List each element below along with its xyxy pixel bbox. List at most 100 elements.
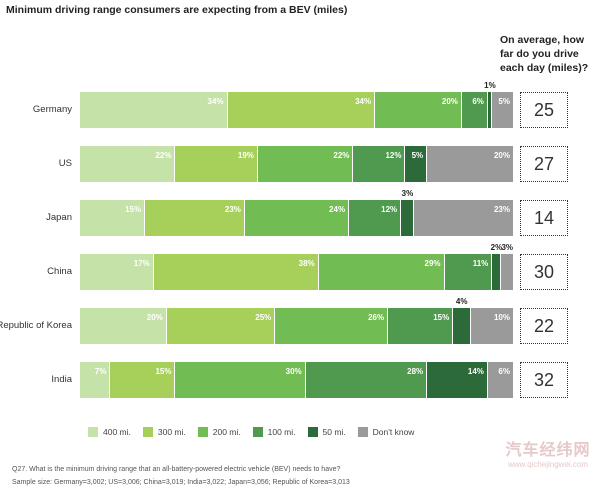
- data-label: 2%: [490, 243, 503, 252]
- watermark-name: 汽车经纬网: [505, 442, 591, 459]
- bar-segment: 30%: [175, 362, 306, 398]
- bar-segment: [500, 254, 514, 290]
- data-label: 15%: [155, 367, 172, 376]
- legend-swatch: [142, 427, 153, 437]
- data-label: 11%: [472, 259, 489, 268]
- data-label: 12%: [385, 151, 402, 160]
- bar-segment: 38%: [153, 254, 319, 290]
- daily-drive-value: 30: [520, 254, 568, 290]
- legend-label: 200 mi.: [212, 427, 241, 437]
- bar-row: 34% 34% 20% 6% 5%: [80, 92, 514, 128]
- bar-segment: [401, 200, 415, 236]
- data-label: 23%: [224, 205, 241, 214]
- bar-segment: 24%: [244, 200, 350, 236]
- bar-row: 7% 15% 30% 28% 14% 6%: [80, 362, 514, 398]
- bar-segment: 14%: [427, 362, 488, 398]
- data-label: 26%: [368, 313, 385, 322]
- legend-label: 100 mi.: [267, 427, 296, 437]
- bar-segment: 12%: [349, 200, 402, 236]
- category-label: Republic of Korea: [0, 320, 72, 331]
- category-label: China: [47, 266, 72, 277]
- bar-segment: 12%: [353, 146, 406, 182]
- legend-item: 200 mi.: [197, 427, 241, 437]
- legend-label: 50 mi.: [322, 427, 346, 437]
- legend-item: Don't know: [357, 427, 415, 437]
- bar-segment: 10%: [470, 308, 514, 344]
- data-label: 20%: [441, 97, 458, 106]
- bar-segment: [487, 92, 493, 128]
- legend-swatch: [357, 427, 368, 437]
- data-label: 15%: [433, 313, 450, 322]
- bar-segment: 15%: [388, 308, 454, 344]
- bar-segment: 20%: [427, 146, 514, 182]
- bar-row: 15% 23% 24% 12% 23%: [80, 200, 514, 236]
- data-label: 3%: [501, 243, 514, 252]
- bar-segment: 17%: [80, 254, 154, 290]
- daily-drive-value: 14: [520, 200, 568, 236]
- chart-legend: 400 mi. 300 mi. 200 mi. 100 mi. 50 mi. Don't …: [88, 427, 414, 437]
- data-label: 12%: [381, 205, 398, 214]
- bar-segment: 23%: [414, 200, 514, 236]
- category-label: US: [58, 158, 72, 169]
- data-label: 1%: [484, 81, 496, 90]
- footnote-sample-size: Sample size: Germany=3,002; US=3,006; Ch…: [12, 479, 350, 486]
- data-label: 15%: [125, 205, 142, 214]
- data-label: 29%: [424, 259, 441, 268]
- bar-segment: 28%: [305, 362, 428, 398]
- legend-item: 300 mi.: [142, 427, 186, 437]
- legend-item: 400 mi.: [88, 427, 131, 437]
- category-label: Germany: [32, 104, 72, 115]
- bar-segment: 6%: [487, 362, 514, 398]
- bar-segment: 6%: [461, 92, 488, 128]
- data-label: 5%: [498, 97, 510, 106]
- data-label: 22%: [155, 151, 172, 160]
- data-label: 17%: [133, 259, 150, 268]
- legend-label: 400 mi.: [103, 427, 131, 437]
- data-label: 5%: [411, 151, 424, 160]
- legend-item: 50 mi.: [307, 427, 346, 437]
- bar-segment: 5%: [405, 146, 428, 182]
- daily-drive-value: 32: [520, 362, 568, 398]
- data-label: 34%: [355, 97, 372, 106]
- daily-drive-value: 22: [520, 308, 568, 344]
- bar-segment: 23%: [145, 200, 245, 236]
- data-label: 6%: [498, 367, 510, 376]
- bar-segment: 20%: [375, 92, 462, 128]
- data-label: 7%: [94, 367, 107, 376]
- daily-drive-value: 25: [520, 92, 568, 128]
- bar-segment: 22%: [257, 146, 354, 182]
- bar-row: 22% 19% 22% 12% 5% 20%: [80, 146, 514, 182]
- data-label: 34%: [207, 97, 224, 106]
- footnote-question: Q27. What is the minimum driving range t…: [12, 466, 341, 473]
- bar-segment: 15%: [110, 362, 176, 398]
- bar-segment: 11%: [444, 254, 493, 290]
- legend-swatch: [307, 427, 318, 437]
- chart-title: Minimum driving range consumers are expe…: [6, 4, 348, 16]
- bar-segment: 29%: [318, 254, 445, 290]
- bar-segment: 20%: [80, 308, 167, 344]
- data-label: 10%: [493, 313, 510, 322]
- bar-segment: 22%: [80, 146, 176, 182]
- bar-segment: 19%: [175, 146, 258, 182]
- bar-row: 17% 38% 29% 11%: [80, 254, 514, 290]
- watermark-logo: 汽车经纬网 www.qichejingwei.com: [500, 436, 596, 469]
- bar-segment: 34%: [227, 92, 376, 128]
- bar-segment: [453, 308, 471, 344]
- category-label: India: [51, 374, 72, 385]
- bar-segment: 15%: [80, 200, 146, 236]
- data-label: 24%: [329, 205, 346, 214]
- watermark-url: www.qichejingwei.com: [507, 460, 589, 469]
- data-label: 6%: [472, 97, 484, 106]
- legend-swatch: [88, 427, 98, 437]
- data-label: 22%: [333, 151, 350, 160]
- daily-drive-value: 27: [520, 146, 568, 182]
- bar-segment: 26%: [275, 308, 389, 344]
- bar-segment: 5%: [492, 92, 514, 128]
- legend-label: Don't know: [372, 427, 415, 437]
- daily-drive-heading: On average, how far do you drive each da…: [500, 34, 589, 74]
- data-label: 23%: [493, 205, 510, 214]
- category-label: Japan: [46, 212, 72, 223]
- data-label: 38%: [298, 259, 315, 268]
- legend-swatch: [197, 427, 208, 437]
- data-label: 4%: [455, 297, 468, 306]
